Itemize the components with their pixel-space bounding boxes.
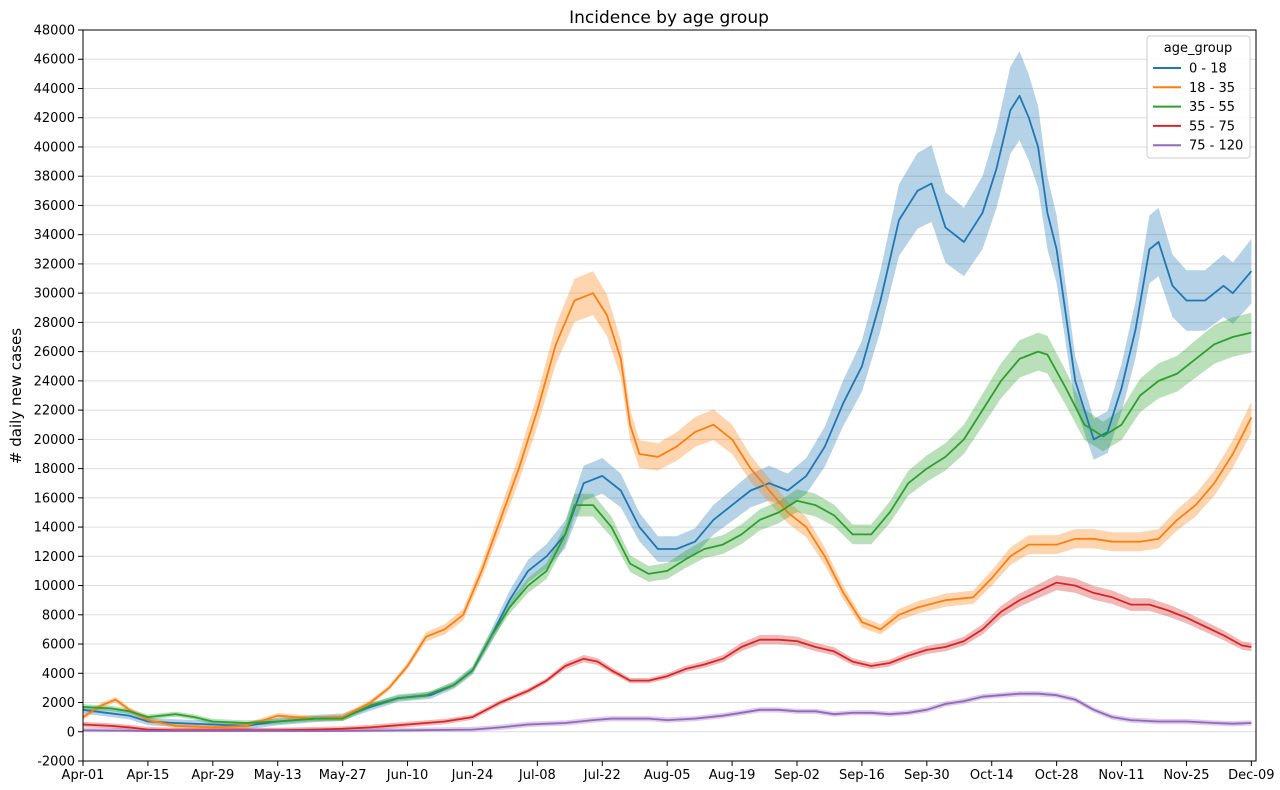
y-tick-label: 40000 [34,140,75,155]
series-line [82,581,1252,732]
y-tick-label: 30000 [34,287,75,302]
legend-title: age_group [1164,41,1232,56]
y-tick-label: 28000 [34,316,75,331]
series-line [82,292,1253,729]
y-ticks: -2000 0 2000 4000 6000 8000 10000 12000 14000 160… [34,24,83,770]
x-tick-label: Jun-10 [386,768,429,783]
y-tick-label: 12000 [34,550,75,565]
y-tick-label: 6000 [42,638,75,653]
y-tick-label: 8000 [42,608,75,623]
y-tick-label: 16000 [34,491,75,506]
confidence-bands [83,51,1252,732]
x-tick-label: Nov-25 [1163,768,1209,783]
x-ticks: Apr-01 Apr-15 Apr-29 May-13 May-27 Jun-10 Jun-… [62,761,1275,783]
x-tick-label: Jun-24 [451,768,494,783]
y-tick-label: -2000 [37,755,75,770]
x-tick-label: Dec-09 [1228,768,1274,783]
legend: age_group 0 - 18 18 - 35 35 - 55 55 - 75 75 … [1146,35,1251,159]
x-tick-label: Aug-19 [709,768,756,783]
legend-label: 0 - 18 [1189,62,1227,77]
x-tick-label: May-27 [319,768,367,783]
y-tick-label: 46000 [34,53,75,68]
series-line [82,331,1252,724]
legend-label: 75 - 120 [1189,139,1243,154]
x-tick-label: Sep-30 [904,768,950,783]
x-tick-label: Apr-01 [62,768,105,783]
y-tick-label: 4000 [42,667,75,682]
y-tick-label: 20000 [34,433,75,448]
series-line [82,692,1252,732]
legend-items: 0 - 18 18 - 35 35 - 55 55 - 75 75 - 120 [1153,62,1243,154]
y-tick-label: 0 [67,725,75,740]
chart-title: Incidence by age group [569,8,769,28]
y-tick-label: 24000 [34,374,75,389]
x-tick-label: May-13 [254,768,302,783]
y-axis-label: # daily new cases [7,328,25,464]
x-tick-label: Apr-29 [191,768,234,783]
y-tick-label: 48000 [34,24,75,39]
legend-label: 18 - 35 [1189,81,1235,96]
y-tick-label: 2000 [42,696,75,711]
confidence-band [83,271,1252,730]
y-tick-label: 18000 [34,462,75,477]
legend-box [1146,35,1251,159]
x-tick-label: Jul-08 [518,768,556,783]
x-tick-label: Sep-16 [839,768,885,783]
y-tick-label: 22000 [34,404,75,419]
y-tick-label: 38000 [34,170,75,185]
y-tick-label: 44000 [34,82,75,97]
confidence-band [83,575,1252,732]
series-lines [82,94,1253,732]
y-tick-label: 36000 [34,199,75,214]
y-tick-label: 10000 [34,579,75,594]
y-tick-label: 26000 [34,345,75,360]
x-tick-label: Sep-02 [774,768,820,783]
x-tick-label: Aug-05 [644,768,691,783]
y-tick-label: 32000 [34,257,75,272]
confidence-band [83,51,1252,730]
y-tick-label: 34000 [34,228,75,243]
y-tick-label: 14000 [34,521,75,536]
x-tick-label: Oct-14 [970,768,1014,783]
x-tick-label: Oct-28 [1035,768,1079,783]
x-tick-label: Nov-11 [1098,768,1144,783]
legend-label: 35 - 55 [1189,100,1235,115]
plot-frame [82,29,1257,762]
x-tick-label: Apr-15 [126,768,169,783]
gridlines [83,29,1256,762]
legend-label: 55 - 75 [1189,119,1235,134]
y-tick-label: 42000 [34,111,75,126]
x-tick-label: Jul-22 [583,768,621,783]
